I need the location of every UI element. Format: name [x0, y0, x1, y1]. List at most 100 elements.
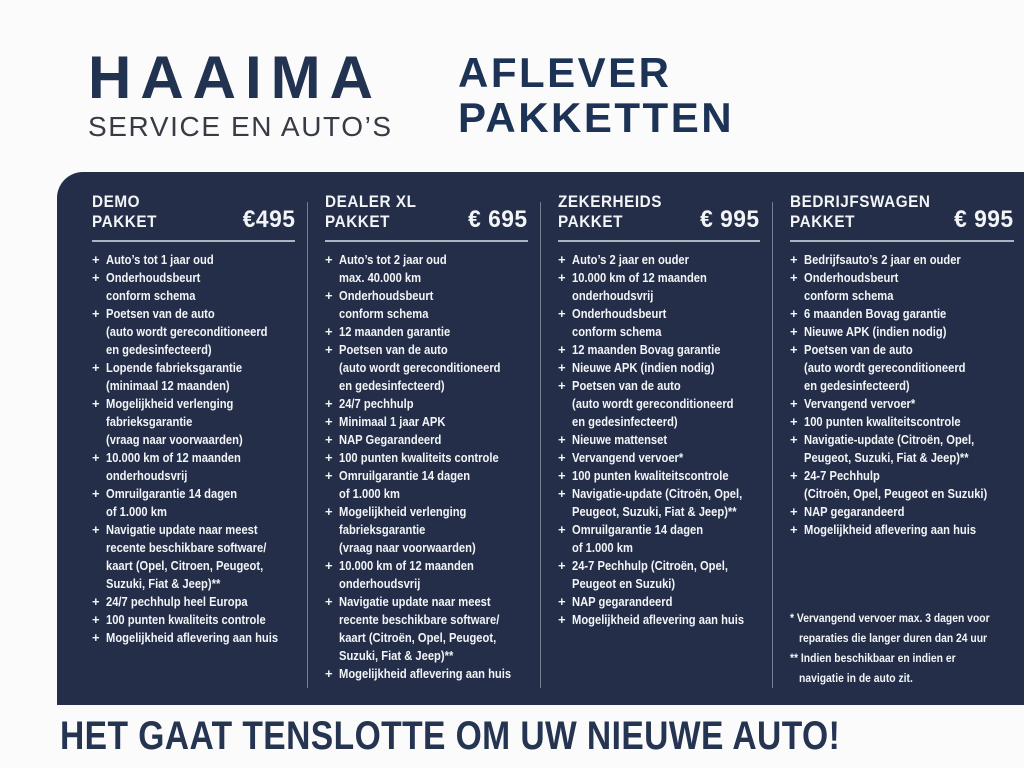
plus-icon: + — [92, 306, 100, 321]
item-line: (auto wordt gereconditioneerd — [339, 360, 501, 375]
column-divider — [772, 202, 773, 688]
plus-icon: + — [558, 612, 566, 627]
package-item: + Navigatie update naar meest recente besc… — [92, 521, 295, 593]
plus-icon: + — [92, 594, 100, 609]
package-items: + Bedrijfsauto’s 2 jaar en ouder + Onderhou… — [790, 251, 1014, 539]
item-text: Mogelijkheid aflevering aan huis — [804, 521, 1004, 539]
item-text: Auto’s tot 1 jaar oud — [106, 251, 231, 269]
plus-icon: + — [558, 342, 566, 357]
plus-icon: + — [325, 504, 333, 519]
packages-panel: DEMO PAKKET €495 + Auto’s tot 1 jaar oud + O… — [57, 172, 1024, 705]
item-line: NAP Gegarandeerd — [339, 432, 442, 447]
item-text: 100 punten kwaliteits controle — [106, 611, 292, 629]
plus-icon: + — [790, 252, 798, 267]
package-item: + Nieuwe APK (indien nodig) — [558, 359, 760, 377]
plus-icon: + — [325, 468, 333, 483]
package-item: + Mogelijkheid aflevering aan huis — [790, 521, 1014, 539]
package-name-line: PAKKET — [92, 212, 158, 231]
item-line: en gedesinfecteerd) — [106, 342, 212, 357]
item-line: recente beschikbare software/ — [106, 540, 267, 555]
plus-icon: + — [790, 522, 798, 537]
package-name-line: PAKKET — [790, 212, 856, 231]
footnote-line: * Vervangend vervoer max. 3 dagen voor — [790, 613, 990, 625]
package-header: BEDRIJFSWAGEN PAKKET € 995 — [790, 192, 1014, 242]
plus-icon: + — [325, 594, 333, 609]
item-text: Vervangend vervoer* — [572, 449, 701, 467]
item-text: Navigatie update naar meest recente besch… — [339, 593, 525, 665]
logo-subtitle: SERVICE EN AUTO’S — [88, 111, 393, 142]
item-text: Omruilgarantie 14 dagen of 1.000 km — [339, 467, 491, 503]
item-text: Navigatie-update (Citroën, Opel, Peugeot,… — [572, 485, 770, 521]
package-item: +12 maanden garantie — [325, 323, 528, 341]
item-line: conform schema — [572, 324, 662, 339]
item-line: Navigatie-update (Citroën, Opel, — [804, 432, 975, 447]
item-text: Onderhoudsbeurt conform schema — [572, 305, 682, 341]
item-line: Onderhoudsbeurt — [572, 306, 667, 321]
item-line: of 1.000 km — [572, 540, 633, 555]
item-line: Nieuwe APK (indien nodig) — [572, 360, 715, 375]
plus-icon: + — [325, 396, 333, 411]
package-item: + Poetsen van de auto (auto wordt gerecond… — [558, 377, 760, 431]
item-text: Mogelijkheid verlenging fabrieksgarantie (… — [106, 395, 265, 449]
package-item: +100 punten kwaliteitscontrole — [558, 467, 760, 485]
package-item: + Onderhoudsbeurt conform schema — [92, 269, 295, 305]
plus-icon: + — [325, 252, 333, 267]
package-item: +24/7 pechhulp — [325, 395, 528, 413]
plus-icon: + — [325, 666, 333, 681]
item-line: Mogelijkheid aflevering aan huis — [339, 666, 512, 681]
package-header: DEALER XL PAKKET € 695 — [325, 192, 528, 242]
package-item: + Mogelijkheid aflevering aan huis — [92, 629, 295, 647]
tagline: HET GAAT TENSLOTTE OM UW NIEUWE AUTO! — [60, 714, 841, 758]
package-item: +24-7 Pechhulp (Citroën, Opel, Peugeot en… — [558, 557, 760, 593]
plus-icon: + — [558, 378, 566, 393]
plus-icon: + — [790, 306, 798, 321]
package-items: + Auto’s 2 jaar en ouder +10.000 km of 12 … — [558, 251, 760, 629]
item-text: Nieuwe APK (indien nodig) — [572, 359, 738, 377]
item-line: 24/7 pechhulp — [339, 396, 414, 411]
package-name: ZEKERHEIDS PAKKET — [558, 192, 662, 232]
package-item: + Nieuwe APK (indien nodig) — [790, 323, 1014, 341]
plus-icon: + — [790, 342, 798, 357]
item-line: fabrieksgarantie — [339, 522, 426, 537]
item-text: Auto’s tot 2 jaar oud max. 40.000 km — [339, 251, 464, 287]
package-price: € 995 — [954, 206, 1014, 233]
item-text: 100 punten kwaliteitscontrole — [804, 413, 986, 431]
item-line: (auto wordt gereconditioneerd — [106, 324, 268, 339]
item-line: Navigatie-update (Citroën, Opel, — [572, 486, 743, 501]
item-line: Poetsen van de auto — [339, 342, 448, 357]
plus-icon: + — [92, 270, 100, 285]
item-text: Bedrijfsauto’s 2 jaar en ouder — [804, 251, 986, 269]
item-line: 100 punten kwaliteits controle — [339, 450, 499, 465]
package-item: +100 punten kwaliteits controle — [325, 449, 528, 467]
logo: HAAIMA SERVICE EN AUTO’S — [88, 48, 393, 143]
package-item: +24/7 pechhulp heel Europa — [92, 593, 295, 611]
package-item: + Omruilgarantie 14 dagen of 1.000 km — [558, 521, 760, 557]
package-price: €495 — [242, 206, 295, 233]
plus-icon: + — [92, 252, 100, 267]
package-item: +24-7 Pechhulp (Citroën, Opel, Peugeot en… — [790, 467, 1014, 503]
package-item: +6 maanden Bovag garantie — [790, 305, 1014, 323]
plus-icon: + — [325, 324, 333, 339]
item-line: NAP gegarandeerd — [804, 504, 905, 519]
plus-icon: + — [558, 468, 566, 483]
package-name-line: PAKKET — [558, 212, 624, 231]
plus-icon: + — [325, 558, 333, 573]
item-text: 24/7 pechhulp heel Europa — [106, 593, 271, 611]
item-text: Onderhoudsbeurt conform schema — [106, 269, 216, 305]
plus-icon: + — [92, 450, 100, 465]
item-text: Onderhoudsbeurt conform schema — [804, 269, 914, 305]
item-text: 12 maanden Bovag garantie — [572, 341, 745, 359]
package-name-line: DEMO — [92, 192, 141, 211]
column-divider — [540, 202, 541, 688]
package-item: + Navigatie-update (Citroën, Opel, Peugeot… — [558, 485, 760, 521]
footnote-line: reparaties die langer duren dan 24 uur — [799, 633, 988, 645]
package-items: + Auto’s tot 2 jaar oud max. 40.000 km + Ond… — [325, 251, 528, 683]
item-text: Onderhoudsbeurt conform schema — [339, 287, 449, 323]
item-line: Mogelijkheid aflevering aan huis — [572, 612, 745, 627]
item-line: Mogelijkheid aflevering aan huis — [804, 522, 977, 537]
item-line: onderhoudsvrij — [339, 576, 421, 591]
plus-icon: + — [558, 270, 566, 285]
item-line: Onderhoudsbeurt — [106, 270, 201, 285]
item-line: conform schema — [339, 306, 429, 321]
package-item: + NAP gegarandeerd — [558, 593, 760, 611]
